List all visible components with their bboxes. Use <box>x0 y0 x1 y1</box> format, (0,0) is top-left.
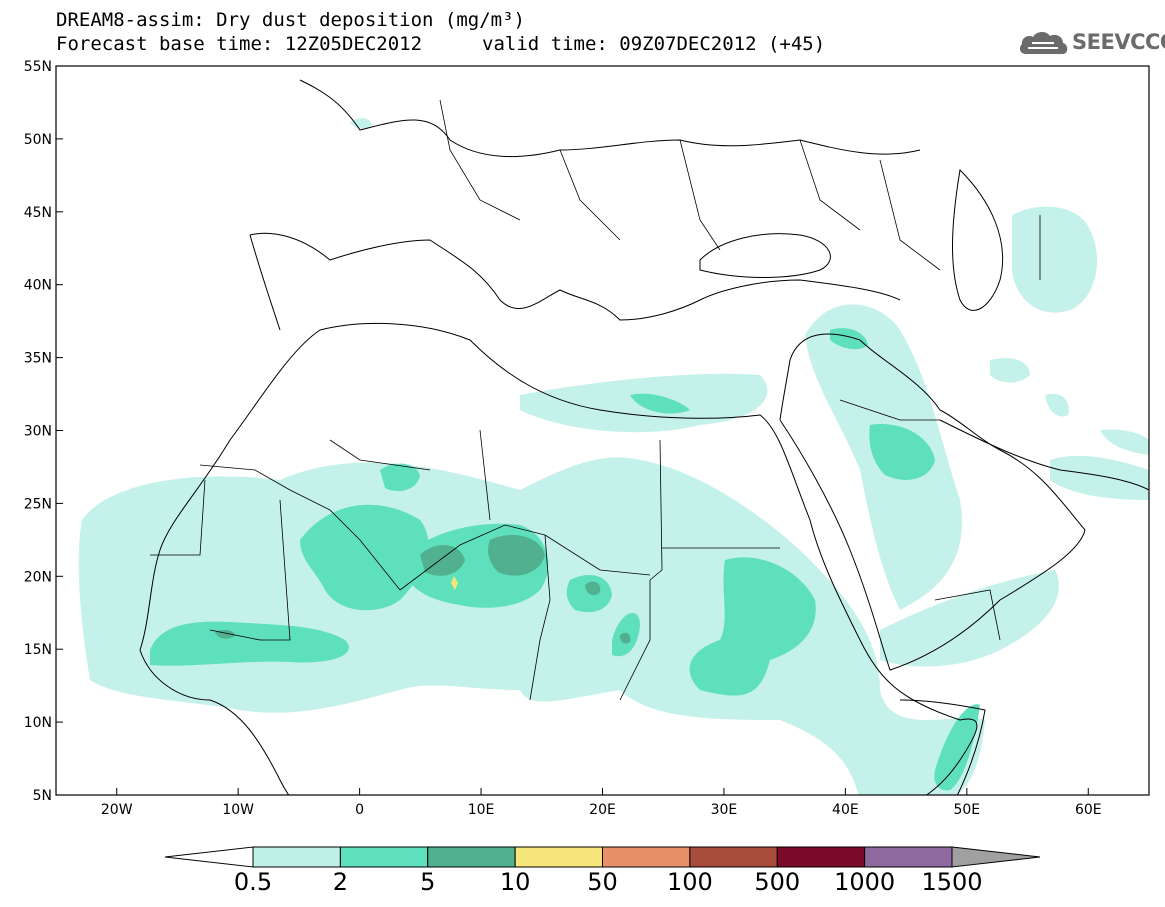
lon-tick-label: 50E <box>953 802 980 818</box>
lon-tick-label: 20W <box>101 802 133 818</box>
lat-tick-label: 30N <box>24 424 52 440</box>
colorbar-swatch <box>427 846 516 868</box>
colorbar <box>164 846 1041 868</box>
lat-tick-label: 5N <box>33 788 52 804</box>
colorbar-label: 50 <box>587 868 618 896</box>
valid-time: valid time: 09Z07DEC2012 (+45) <box>482 33 826 55</box>
lat-tick-label: 45N <box>24 205 52 221</box>
colorbar-label: 5 <box>420 868 436 896</box>
seevccc-logo: SEEVCCC <box>1018 26 1165 60</box>
colorbar-label: 500 <box>754 868 801 896</box>
lon-tick-label: 30E <box>711 802 738 818</box>
dust-contour-mid <box>150 328 980 791</box>
colorbar-label: 1500 <box>921 868 983 896</box>
colorbar-label: 1000 <box>834 868 896 896</box>
map-title: DREAM8-assim: Dry dust deposition (mg/m³… <box>56 9 525 31</box>
country-borders <box>150 99 1041 701</box>
logo-text: SEEVCCC <box>1072 30 1165 54</box>
dust-contour-high <box>215 535 631 644</box>
dust-contour-peak <box>451 576 458 590</box>
lon-tick-label: 60E <box>1075 802 1102 818</box>
colorbar-swatch <box>252 846 341 868</box>
colorbar-label: 0.5 <box>233 868 273 896</box>
colorbar-label: 2 <box>332 868 349 896</box>
longitude-axis: 20W 10W 0 10E 20E 30E 40E 50E 60E <box>101 788 1102 818</box>
colorbar-swatch <box>776 846 866 868</box>
lon-tick-label: 10E <box>468 802 495 818</box>
lat-tick-label: 50N <box>24 132 52 148</box>
colorbar-swatch <box>602 846 691 868</box>
cloud-icon <box>1019 31 1068 54</box>
latitude-axis: 5N 10N 15N 20N 25N 30N 35N 40N 45N 50N 55N <box>24 59 63 804</box>
map-plot-area <box>78 79 1149 795</box>
colorbar-lower-extension <box>164 846 254 868</box>
lon-tick-label: 10W <box>222 802 254 818</box>
lat-tick-label: 10N <box>24 715 52 731</box>
colorbar-swatch <box>514 846 603 868</box>
lat-tick-label: 40N <box>24 278 52 294</box>
colorbar-label: 100 <box>666 868 713 896</box>
lat-tick-label: 55N <box>24 59 52 75</box>
lat-tick-label: 20N <box>24 569 52 585</box>
lat-tick-label: 35N <box>24 351 52 367</box>
lon-tick-label: 40E <box>832 802 859 818</box>
colorbar-swatch <box>339 846 429 868</box>
lat-tick-label: 25N <box>24 496 52 512</box>
lon-tick-label: 0 <box>355 802 364 818</box>
lat-tick-label: 15N <box>24 642 52 658</box>
dust-contour-low <box>78 118 1149 795</box>
colorbar-swatch <box>689 846 778 868</box>
forecast-base-time: Forecast base time: 12Z05DEC2012 <box>56 33 423 55</box>
colorbar-swatch <box>864 846 953 868</box>
colorbar-label: 10 <box>499 868 531 896</box>
lon-tick-label: 20E <box>589 802 616 818</box>
colorbar-upper-extension <box>951 846 1041 868</box>
